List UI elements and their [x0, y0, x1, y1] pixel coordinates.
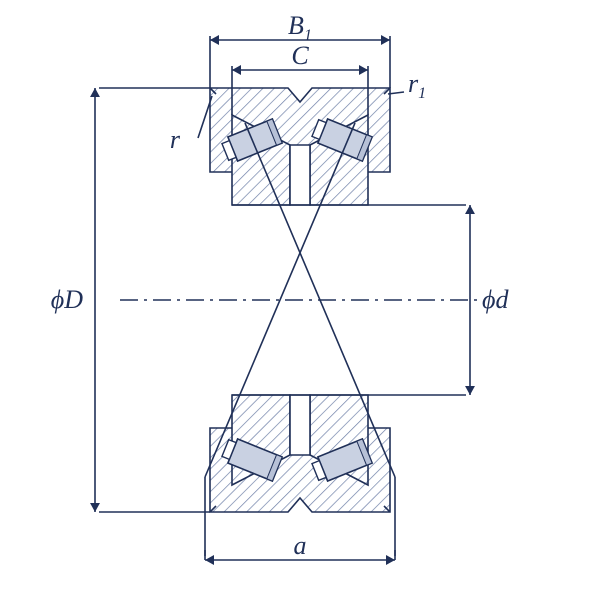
label-B1: B1	[288, 11, 312, 44]
label-a: a	[294, 531, 307, 560]
label-phid: ϕd	[482, 285, 509, 314]
label-C: C	[291, 41, 309, 70]
label-phiD: ϕD	[51, 285, 83, 314]
label-r1: r1	[408, 69, 426, 102]
label-r: r	[170, 125, 181, 154]
